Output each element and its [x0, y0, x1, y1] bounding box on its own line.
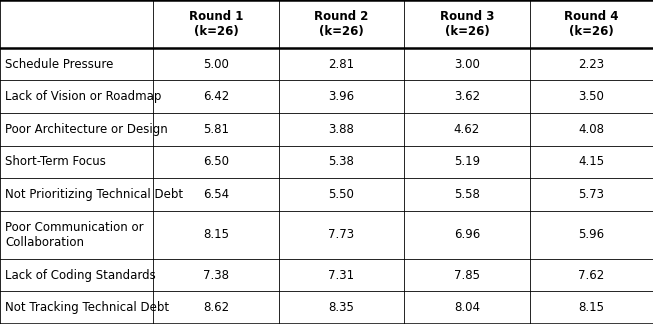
Text: 8.15: 8.15: [203, 228, 229, 241]
Text: Round 1
(k=26): Round 1 (k=26): [189, 10, 244, 38]
Text: 6.50: 6.50: [203, 155, 229, 168]
Text: 4.15: 4.15: [578, 155, 605, 168]
Bar: [0, 113, 153, 145]
Text: 8.04: 8.04: [454, 301, 480, 314]
Bar: [153, 259, 279, 291]
Bar: [0, 259, 153, 291]
Bar: [0, 0, 153, 48]
Bar: [530, 0, 653, 48]
Bar: [530, 80, 653, 113]
Bar: [279, 291, 404, 324]
Text: 5.96: 5.96: [578, 228, 605, 241]
Bar: [153, 145, 279, 178]
Text: Not Tracking Technical Debt: Not Tracking Technical Debt: [5, 301, 169, 314]
Text: 4.08: 4.08: [579, 123, 604, 136]
Bar: [530, 178, 653, 211]
Text: 3.00: 3.00: [454, 58, 480, 71]
Bar: [530, 259, 653, 291]
Text: 7.85: 7.85: [454, 269, 480, 282]
Text: Round 2
(k=26): Round 2 (k=26): [314, 10, 369, 38]
Bar: [153, 48, 279, 80]
Text: 3.62: 3.62: [454, 90, 480, 103]
Text: 8.35: 8.35: [328, 301, 355, 314]
Text: Schedule Pressure: Schedule Pressure: [5, 58, 114, 71]
Bar: [530, 113, 653, 145]
Bar: [279, 80, 404, 113]
Bar: [0, 80, 153, 113]
Text: 5.73: 5.73: [579, 188, 604, 201]
Bar: [153, 113, 279, 145]
Text: Poor Architecture or Design: Poor Architecture or Design: [5, 123, 168, 136]
Text: 3.88: 3.88: [328, 123, 355, 136]
Bar: [530, 291, 653, 324]
Bar: [404, 211, 530, 259]
Text: 3.96: 3.96: [328, 90, 355, 103]
Text: 8.15: 8.15: [579, 301, 604, 314]
Text: 5.81: 5.81: [203, 123, 229, 136]
Text: 5.38: 5.38: [328, 155, 355, 168]
Text: Round 3
(k=26): Round 3 (k=26): [439, 10, 494, 38]
Bar: [404, 145, 530, 178]
Bar: [0, 178, 153, 211]
Text: 2.81: 2.81: [328, 58, 355, 71]
Bar: [0, 291, 153, 324]
Bar: [404, 259, 530, 291]
Text: Lack of Vision or Roadmap: Lack of Vision or Roadmap: [5, 90, 161, 103]
Text: Round 4
(k=26): Round 4 (k=26): [564, 10, 618, 38]
Text: 7.38: 7.38: [203, 269, 229, 282]
Bar: [279, 178, 404, 211]
Text: Lack of Coding Standards: Lack of Coding Standards: [5, 269, 156, 282]
Bar: [279, 259, 404, 291]
Text: 5.19: 5.19: [454, 155, 480, 168]
Bar: [404, 291, 530, 324]
Bar: [404, 48, 530, 80]
Text: 5.00: 5.00: [203, 58, 229, 71]
Bar: [279, 0, 404, 48]
Bar: [530, 145, 653, 178]
Bar: [0, 211, 153, 259]
Text: 2.23: 2.23: [578, 58, 605, 71]
Bar: [153, 291, 279, 324]
Text: 7.73: 7.73: [328, 228, 355, 241]
Text: 5.50: 5.50: [328, 188, 355, 201]
Bar: [404, 0, 530, 48]
Text: Not Prioritizing Technical Debt: Not Prioritizing Technical Debt: [5, 188, 183, 201]
Text: Poor Communication or
Collaboration: Poor Communication or Collaboration: [5, 221, 144, 249]
Bar: [0, 145, 153, 178]
Text: 3.50: 3.50: [579, 90, 604, 103]
Bar: [404, 113, 530, 145]
Bar: [279, 145, 404, 178]
Bar: [0, 48, 153, 80]
Text: 6.54: 6.54: [203, 188, 229, 201]
Bar: [279, 211, 404, 259]
Text: 6.42: 6.42: [203, 90, 229, 103]
Text: 6.96: 6.96: [454, 228, 480, 241]
Bar: [404, 80, 530, 113]
Bar: [279, 48, 404, 80]
Text: Short-Term Focus: Short-Term Focus: [5, 155, 106, 168]
Bar: [153, 0, 279, 48]
Bar: [279, 113, 404, 145]
Bar: [530, 211, 653, 259]
Bar: [153, 80, 279, 113]
Text: 5.58: 5.58: [454, 188, 480, 201]
Bar: [404, 178, 530, 211]
Text: 7.31: 7.31: [328, 269, 355, 282]
Text: 4.62: 4.62: [454, 123, 480, 136]
Bar: [530, 48, 653, 80]
Bar: [153, 211, 279, 259]
Text: 7.62: 7.62: [578, 269, 605, 282]
Text: 8.62: 8.62: [203, 301, 229, 314]
Bar: [153, 178, 279, 211]
